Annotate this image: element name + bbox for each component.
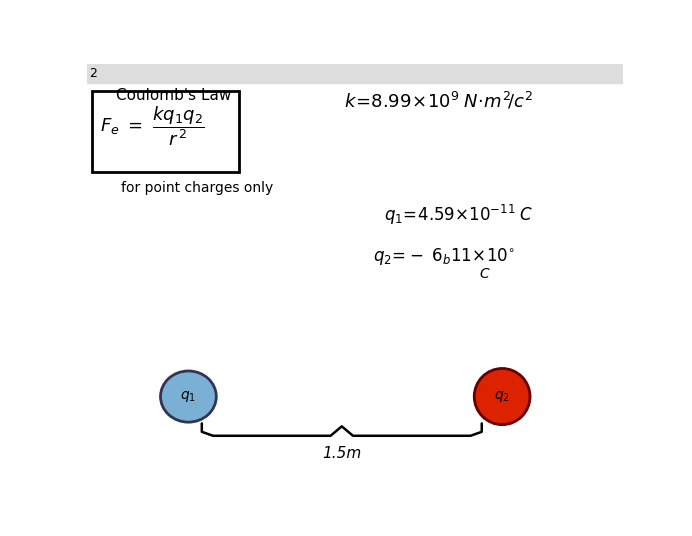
Text: 2: 2 — [89, 67, 97, 80]
Text: $F_e \ = \ \dfrac{kq_1q_2}{r^{\,2}}$: $F_e \ = \ \dfrac{kq_1q_2}{r^{\,2}}$ — [100, 105, 205, 148]
Ellipse shape — [161, 371, 217, 422]
Text: $q_2\!=\!-\;6_{b}11\!\times\!10^{\circ}$: $q_2\!=\!-\;6_{b}11\!\times\!10^{\circ}$ — [374, 246, 516, 267]
Text: $q_1\!=\!4.59\!\times\!10^{-11}\;C$: $q_1\!=\!4.59\!\times\!10^{-11}\;C$ — [384, 203, 534, 227]
Ellipse shape — [474, 368, 530, 425]
Text: 1.5m: 1.5m — [322, 446, 361, 461]
Text: $k\!=\!8.99\!\times\!10^9\;N\!\cdot\!m^2\!/c^2$: $k\!=\!8.99\!\times\!10^9\;N\!\cdot\!m^2… — [344, 90, 534, 111]
Text: Coulomb's Law: Coulomb's Law — [116, 88, 231, 103]
Text: $C$: $C$ — [479, 266, 491, 280]
FancyBboxPatch shape — [92, 91, 239, 172]
Text: $q_2$: $q_2$ — [494, 389, 510, 404]
Text: $q_1$: $q_1$ — [181, 389, 197, 404]
Bar — [86, 64, 623, 83]
Text: for point charges only: for point charges only — [121, 181, 273, 195]
